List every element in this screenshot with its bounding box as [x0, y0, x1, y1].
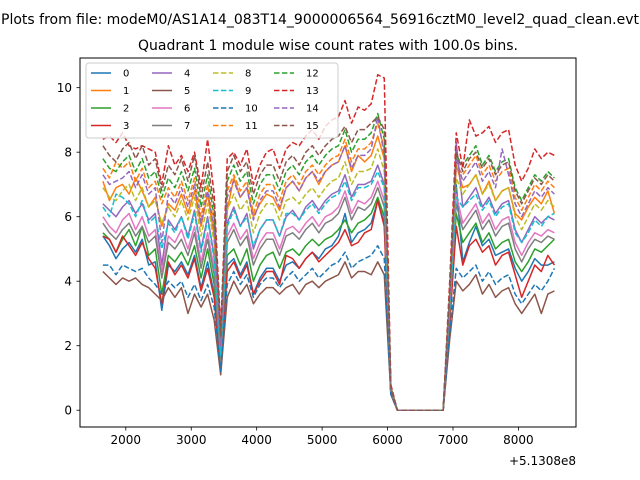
x-tick-label: 2000	[111, 433, 142, 447]
legend-label-0: 0	[123, 69, 129, 80]
x-tick-label: 5000	[307, 433, 338, 447]
x-tick-label: 4000	[241, 433, 272, 447]
legend-label-12: 12	[306, 69, 319, 80]
y-axis: 0 2 4 6 8 10	[57, 81, 80, 418]
x-tick-label: 6000	[372, 433, 403, 447]
series-line-9	[102, 170, 555, 411]
y-tick-label: 4	[64, 275, 72, 289]
y-tick-label: 10	[57, 81, 72, 95]
y-tick-label: 6	[64, 210, 72, 224]
series-line-4	[102, 141, 555, 411]
series-line-11	[102, 122, 555, 411]
plot-frame	[79, 57, 577, 428]
series-line-14	[102, 115, 555, 411]
legend-label-15: 15	[306, 121, 319, 132]
legend-label-2: 2	[123, 104, 129, 115]
legend-frame	[85, 62, 339, 139]
legend-label-10: 10	[245, 104, 258, 115]
series-line-2	[102, 196, 555, 411]
legend-label-14: 14	[306, 104, 319, 115]
series-line-12	[102, 112, 555, 411]
figure-suptitle: Plots from file: modeM0/AS1A14_083T14_90…	[1, 12, 639, 28]
x-tick-label: 7000	[438, 433, 469, 447]
series-line-15	[102, 115, 555, 411]
legend-label-7: 7	[184, 121, 190, 132]
series-line-10	[102, 244, 556, 411]
legend-label-8: 8	[245, 69, 251, 80]
x-tick-label: 3000	[176, 433, 207, 447]
y-tick-label: 2	[64, 339, 72, 353]
series-line-7	[102, 186, 555, 411]
x-axis: 2000 3000 4000 5000 6000 7000 8000	[111, 427, 534, 447]
legend-label-3: 3	[123, 121, 129, 132]
series-line-3	[102, 199, 556, 411]
legend-label-4: 4	[184, 69, 190, 80]
chart-title: Quadrant 1 module wise count rates with …	[138, 38, 518, 54]
y-tick-label: 0	[64, 404, 72, 418]
x-tick-label: 8000	[503, 433, 534, 447]
series-layer	[102, 74, 556, 411]
series-line-8	[102, 148, 555, 411]
legend-label-1: 1	[123, 86, 129, 97]
legend-label-9: 9	[245, 86, 251, 97]
legend-label-5: 5	[184, 86, 190, 97]
x-offset-label: +5.1308e8	[509, 454, 576, 468]
legend-label-6: 6	[184, 104, 190, 115]
legend-label-11: 11	[245, 121, 258, 132]
legend-label-13: 13	[306, 86, 319, 97]
series-line-6	[102, 180, 555, 411]
y-tick-label: 8	[64, 146, 72, 160]
series-line-5	[102, 261, 555, 411]
